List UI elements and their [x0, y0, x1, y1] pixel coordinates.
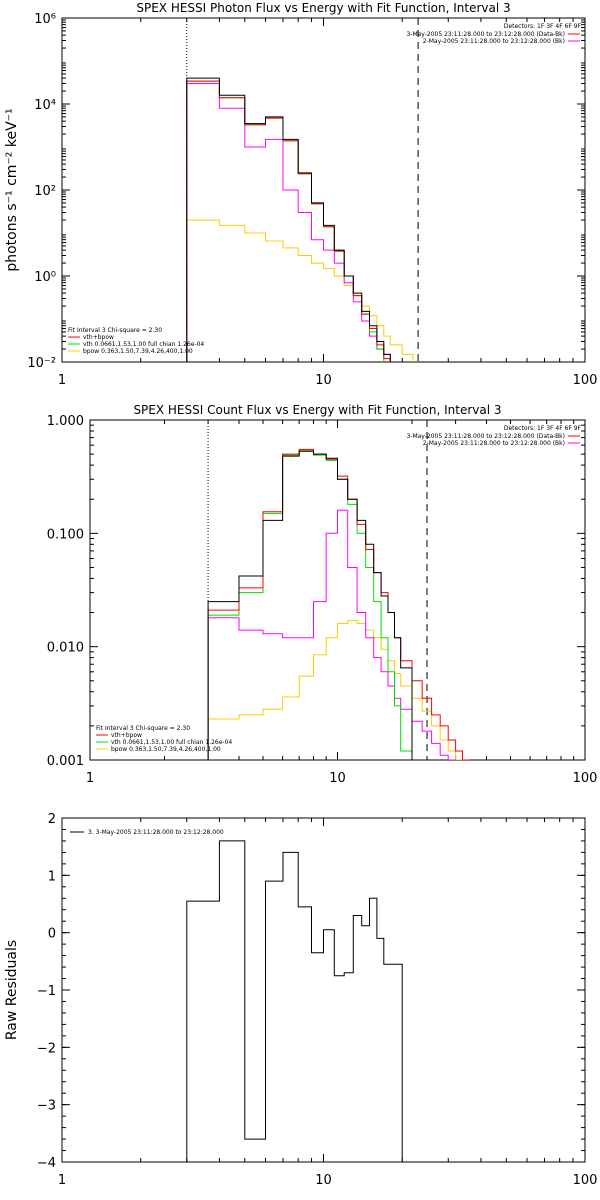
y-tick-label: 0.010 — [47, 641, 84, 656]
series-vth-bpow — [186, 80, 391, 362]
legend-entry: 3-May-2005 23:11:28.000 to 23:12:28.000 … — [406, 433, 565, 440]
y-tick-label: 0.100 — [47, 527, 84, 542]
legend-detectors: Detectors: 1F 3F 4F 6F 9F — [504, 23, 582, 30]
y-tick-label: −4 — [37, 1156, 56, 1171]
legend-fit-header: Fit Interval 3 Chi-square = 2.30 — [96, 725, 190, 732]
plot-frame — [61, 17, 586, 363]
x-tick-label: 1 — [86, 771, 94, 786]
legend-entry: vth 0.0661,1.53,1.00 full chian 1.26e-04 — [111, 739, 232, 746]
series-bpow — [207, 620, 463, 760]
y-tick-label: 10⁶ — [34, 12, 56, 27]
x-tick-label: 100 — [573, 1173, 598, 1188]
x-tick-label: 1 — [58, 373, 66, 388]
x-tick-label: 10 — [315, 373, 332, 388]
y-tick-label: 10⁴ — [34, 98, 56, 113]
legend-entry: 2-May-2005 23:11:28.000 to 23:12:28.000 … — [423, 38, 565, 45]
chart-panel-3: 1 10 100 −4 −3 −2 −1 0 1 2 Raw Residuals 3. 3-May-2… — [4, 812, 597, 1188]
x-tick-label: 10 — [315, 1173, 332, 1188]
series-data — [207, 450, 413, 760]
legend-entry: 2-May-2005 23:11:28.000 to 23:12:28.000 … — [423, 440, 565, 447]
x-tick-label: 100 — [573, 771, 598, 786]
chart-title: SPEX HESSI Photon Flux vs Energy with Fi… — [136, 1, 510, 15]
legend-entry: bpow 0.363,1.50,7.39,4.26,400,1.00 — [83, 348, 193, 355]
y-axis-label: Raw Residuals — [4, 940, 20, 1040]
series-bpow — [186, 219, 414, 362]
y-tick-label: 1.000 — [47, 414, 84, 429]
x-tick-label: 10 — [329, 771, 346, 786]
series-background — [207, 509, 457, 760]
chart-panel-1: SPEX HESSI Photon Flux vs Energy with Fi… — [4, 1, 597, 388]
series-background — [186, 83, 391, 362]
plot-frame — [61, 817, 586, 1163]
y-tick-label: 10⁰ — [34, 270, 56, 285]
legend-detectors: Detectors: 1F 3F 4F 6F 9F — [504, 425, 582, 432]
chart-title: SPEX HESSI Count Flux vs Energy with Fit… — [133, 403, 501, 417]
y-tick-label: 1 — [48, 869, 56, 884]
x-tick-label: 100 — [573, 373, 598, 388]
legend-entry: 3. 3-May-2005 23:11:28.000 to 23:12:28.0… — [88, 829, 224, 836]
y-tick-label: −1 — [37, 984, 56, 999]
x-tick-label: 1 — [58, 1173, 66, 1188]
legend-entry: vth 0.0661,1.53,1.00 full chian 1.26e-04 — [83, 341, 204, 348]
series-residuals — [186, 840, 403, 1162]
legend-entry: 3-May-2005 23:11:28.000 to 23:12:28.000 … — [406, 31, 565, 38]
y-tick-label: 10² — [34, 184, 56, 199]
y-tick-label: 0.001 — [47, 754, 84, 769]
y-tick-label: 10⁻² — [27, 356, 56, 371]
y-tick-label: 0 — [48, 927, 56, 942]
y-tick-label: −2 — [37, 1041, 56, 1056]
y-axis-label: photons s⁻¹ cm⁻² keV⁻¹ — [4, 108, 20, 271]
y-tick-label: 2 — [48, 812, 56, 827]
legend-entry: vth+bpow — [111, 732, 142, 739]
legend-entry: bpow 0.363,1.50,7.39,4.26,400,1.00 — [111, 746, 221, 753]
series-vth — [207, 449, 413, 760]
series-vth — [186, 80, 385, 362]
y-tick-label: −3 — [37, 1099, 56, 1114]
series-data — [186, 77, 403, 362]
legend-fit-header: Fit Interval 3 Chi-square = 2.30 — [68, 327, 162, 334]
legend-entry: vth+bpow — [83, 334, 114, 341]
chart-panel-2: SPEX HESSI Count Flux vs Energy with Fit… — [47, 403, 598, 786]
